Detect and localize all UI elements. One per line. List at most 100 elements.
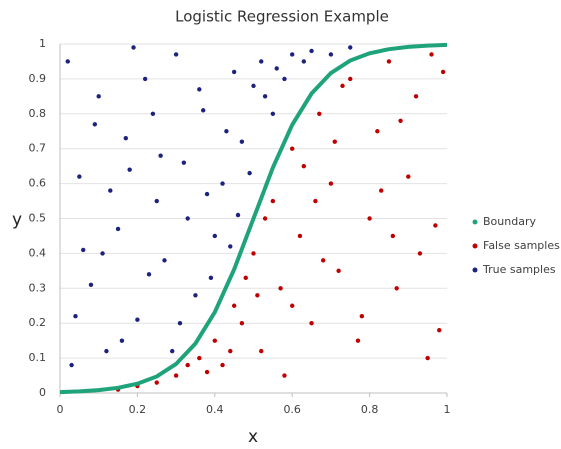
point — [251, 251, 256, 256]
point — [290, 52, 295, 57]
point — [301, 163, 307, 169]
legend-marker — [472, 267, 478, 273]
point — [100, 251, 105, 256]
point — [247, 170, 252, 176]
x-tick-label: 0.8 — [361, 403, 379, 416]
point — [177, 321, 183, 326]
x-axis-label: x — [248, 427, 258, 447]
point — [301, 59, 307, 64]
point — [332, 139, 337, 144]
point — [108, 188, 113, 193]
x-tick-label: 0 — [57, 403, 64, 416]
point — [429, 52, 434, 57]
point — [154, 380, 159, 385]
point — [104, 348, 109, 354]
point — [437, 327, 442, 333]
point — [154, 198, 159, 204]
point — [359, 314, 365, 319]
point — [212, 338, 217, 343]
point — [173, 52, 179, 57]
point — [81, 247, 86, 253]
chart-title: Logistic Regression Example — [175, 8, 389, 26]
point — [355, 338, 361, 343]
y-tick-label: 1 — [39, 37, 46, 50]
y-tick-label: 0.6 — [29, 177, 47, 190]
point — [440, 69, 446, 75]
point — [88, 282, 94, 288]
point — [433, 223, 438, 228]
legend-label: True samples — [482, 263, 556, 276]
point — [290, 146, 295, 151]
y-tick-label: 0.8 — [29, 107, 47, 120]
point — [425, 355, 430, 361]
y-tick-label: 0.9 — [29, 72, 47, 85]
y-tick-label: 0 — [39, 386, 46, 399]
point — [77, 174, 82, 179]
y-tick-label: 0.7 — [29, 142, 47, 155]
point — [394, 286, 399, 291]
point — [220, 362, 225, 368]
point — [259, 348, 264, 354]
point — [185, 216, 190, 221]
point — [204, 191, 210, 197]
point — [96, 94, 101, 99]
point — [348, 45, 353, 50]
point — [348, 76, 353, 82]
point — [115, 226, 121, 232]
point — [243, 275, 248, 281]
point — [367, 216, 372, 221]
point — [170, 348, 175, 354]
point — [270, 111, 276, 117]
point — [235, 212, 241, 218]
point — [212, 233, 217, 239]
point — [413, 94, 419, 99]
point — [317, 111, 322, 117]
x-tick-label: 1 — [444, 403, 451, 416]
point — [328, 181, 334, 186]
point — [92, 122, 98, 127]
point — [69, 362, 74, 368]
point — [193, 293, 198, 298]
x-tick-label: 0.6 — [283, 403, 301, 416]
point — [406, 174, 411, 179]
point — [290, 303, 295, 308]
point — [197, 87, 202, 92]
point — [336, 268, 341, 274]
point — [123, 136, 128, 141]
point — [297, 233, 303, 239]
point — [204, 369, 210, 375]
point — [231, 303, 237, 308]
y-tick-label: 0.3 — [29, 281, 47, 294]
point — [127, 167, 132, 172]
point — [208, 275, 214, 281]
point — [398, 118, 403, 123]
legend-label: Boundary — [483, 215, 536, 228]
point — [320, 258, 326, 263]
point — [386, 59, 392, 64]
point — [309, 321, 314, 326]
point — [119, 338, 125, 343]
point — [379, 188, 384, 193]
point — [239, 321, 245, 326]
point — [200, 108, 206, 113]
point — [150, 111, 156, 117]
point — [340, 83, 345, 89]
point — [65, 59, 70, 64]
point — [197, 355, 202, 361]
point — [328, 52, 334, 57]
point — [255, 293, 260, 298]
point — [259, 59, 264, 64]
point — [239, 139, 245, 144]
legend-marker — [472, 243, 478, 249]
x-tick-label: 0.2 — [129, 403, 147, 416]
x-tick-label: 0.4 — [206, 403, 224, 416]
point — [270, 198, 276, 204]
point — [162, 258, 167, 263]
point — [146, 272, 152, 277]
y-axis-label: y — [12, 210, 22, 230]
point — [185, 362, 190, 368]
point — [251, 83, 256, 89]
y-tick-label: 0.1 — [29, 351, 47, 364]
point — [224, 129, 229, 134]
